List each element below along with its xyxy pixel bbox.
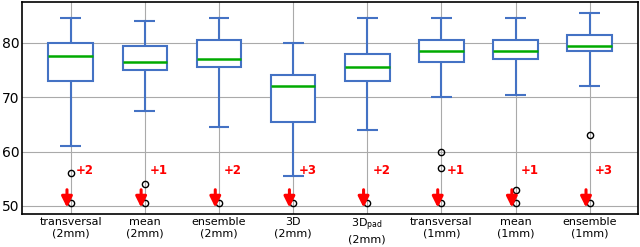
Text: +1: +1 [447, 164, 465, 177]
Bar [493, 40, 538, 59]
Text: +1: +1 [150, 164, 168, 177]
Bar [345, 54, 390, 81]
Bar [568, 35, 612, 51]
Bar [123, 46, 167, 70]
Bar [49, 43, 93, 81]
Bar [271, 76, 316, 122]
Text: +2: +2 [76, 164, 94, 177]
Bar [419, 40, 463, 62]
Text: +2: +2 [224, 164, 242, 177]
Bar [196, 40, 241, 67]
Text: +3: +3 [298, 164, 316, 177]
Text: +2: +2 [372, 164, 390, 177]
Text: +1: +1 [521, 164, 539, 177]
Text: +3: +3 [595, 164, 613, 177]
